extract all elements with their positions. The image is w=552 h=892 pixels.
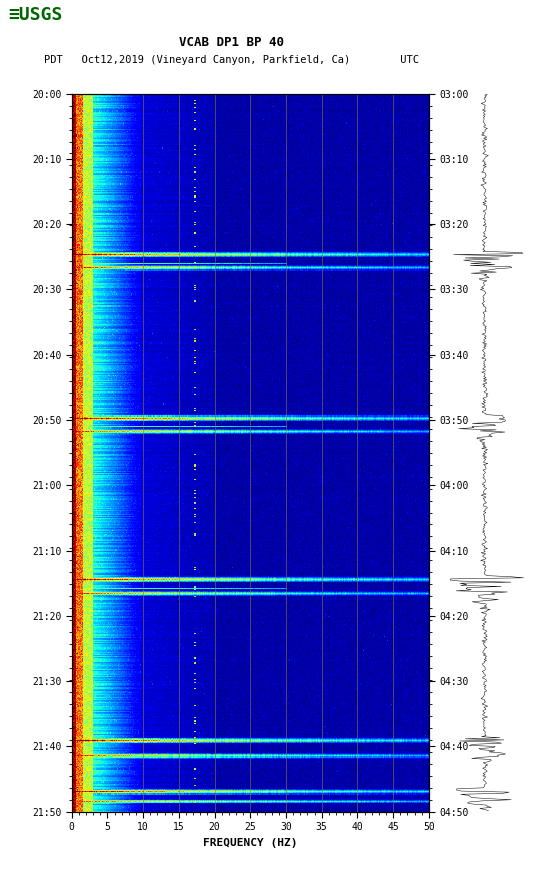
Text: VCAB DP1 BP 40: VCAB DP1 BP 40 — [179, 36, 284, 49]
Text: PDT   Oct12,2019 (Vineyard Canyon, Parkfield, Ca)        UTC: PDT Oct12,2019 (Vineyard Canyon, Parkfie… — [44, 55, 420, 65]
X-axis label: FREQUENCY (HZ): FREQUENCY (HZ) — [203, 838, 298, 847]
Text: ≡USGS: ≡USGS — [8, 6, 63, 24]
